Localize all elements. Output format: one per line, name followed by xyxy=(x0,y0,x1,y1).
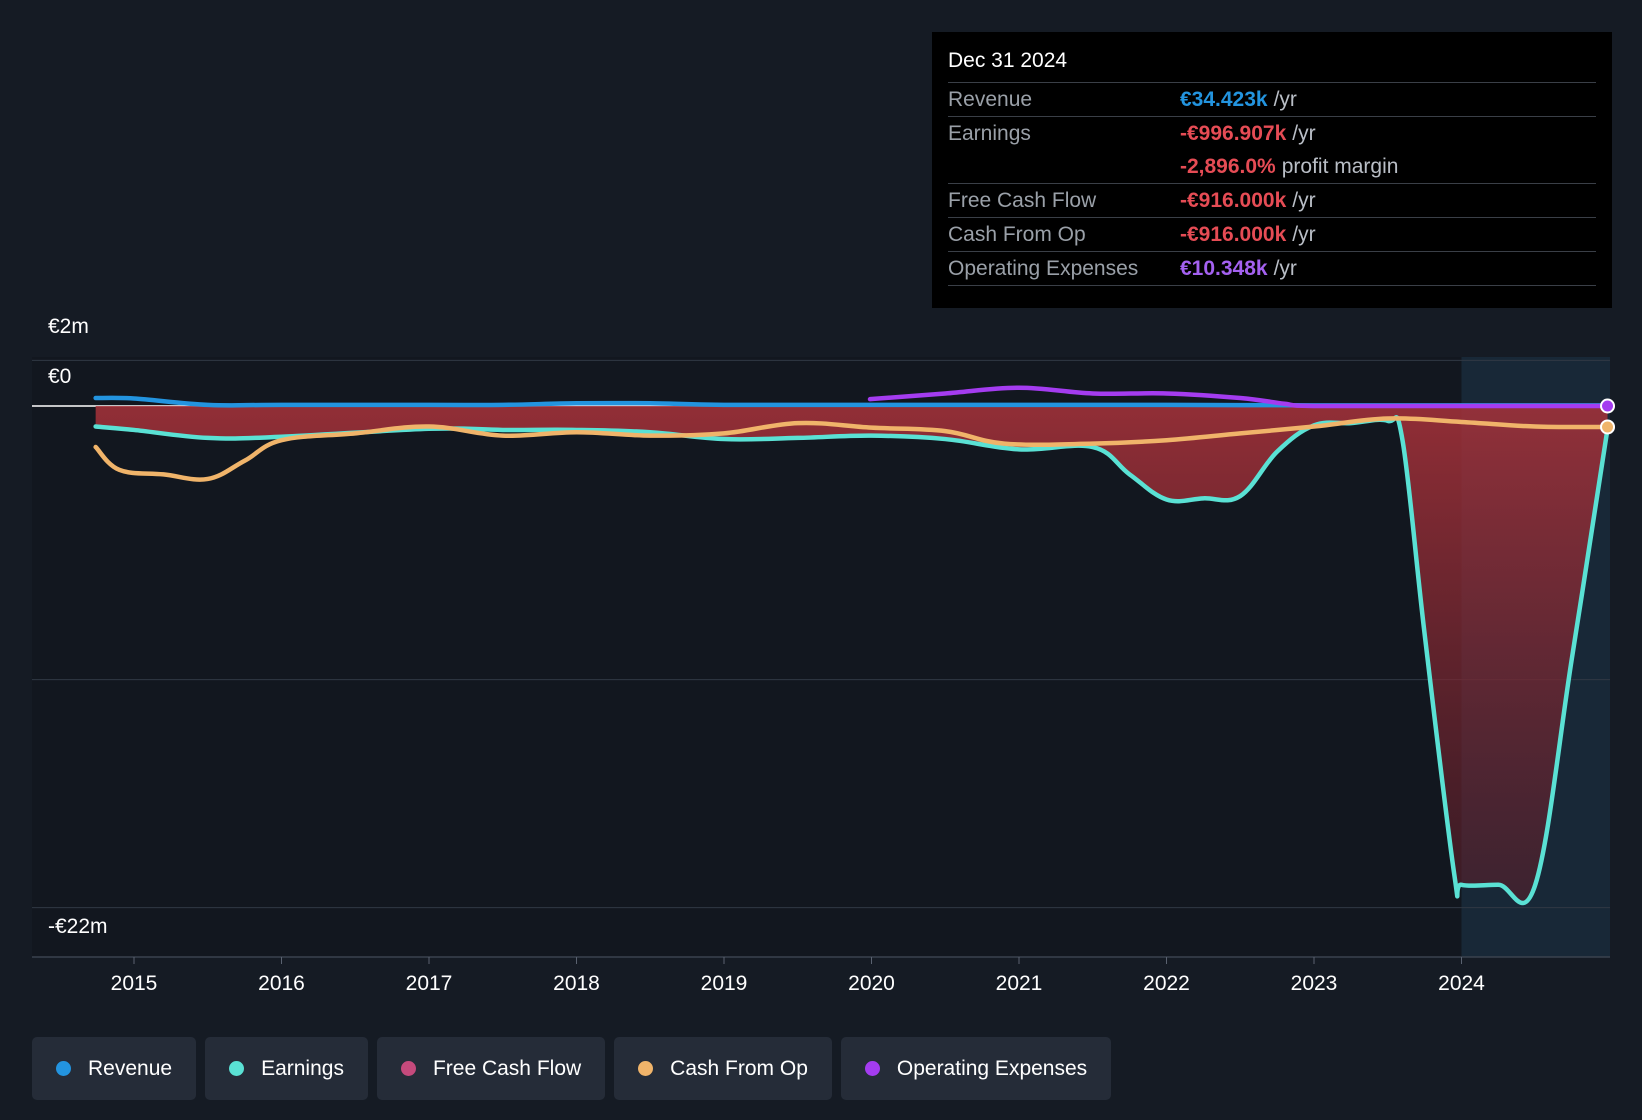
x-tick-label: 2016 xyxy=(258,972,305,995)
end-marker-operating-expenses xyxy=(1600,398,1616,414)
x-tick-label: 2024 xyxy=(1438,972,1485,995)
chart-legend: Revenue Earnings Free Cash Flow Cash Fro… xyxy=(32,1037,1112,1100)
tooltip-row-free-cash-flow: Free Cash Flow -€916.000k /yr xyxy=(948,184,1596,218)
x-tick-label: 2019 xyxy=(701,972,748,995)
tooltip-row-earnings: Earnings -€996.907k /yr xyxy=(948,117,1596,150)
tooltip-label xyxy=(948,150,1180,183)
tooltip-label: Earnings xyxy=(948,122,1031,145)
legend-dot-icon xyxy=(638,1061,654,1076)
series-line-cash-from-op xyxy=(93,416,1610,482)
tooltip-value: -€996.907k xyxy=(1180,122,1287,145)
tooltip-unit: profit margin xyxy=(1281,155,1399,178)
tooltip-unit: /yr xyxy=(1273,257,1297,280)
legend-label: Cash From Op xyxy=(670,1056,808,1080)
tooltip-row-operating-expenses: Operating Expenses €10.348k /yr xyxy=(948,252,1596,286)
legend-dot-icon xyxy=(229,1061,245,1076)
x-tick-label: 2023 xyxy=(1291,972,1338,995)
legend-dot-icon xyxy=(864,1061,880,1076)
x-tick-label: 2020 xyxy=(848,972,895,995)
x-tick-label: 2015 xyxy=(111,972,158,995)
x-tick-label: 2018 xyxy=(553,972,600,995)
tooltip-unit: /yr xyxy=(1292,189,1316,212)
tooltip-unit: /yr xyxy=(1292,122,1316,145)
series-line-earnings xyxy=(93,415,1610,906)
x-tick-label: 2021 xyxy=(996,972,1043,995)
legend-item-revenue[interactable]: Revenue xyxy=(32,1037,197,1100)
legend-label: Free Cash Flow xyxy=(432,1056,582,1080)
tooltip-date: Dec 31 2024 xyxy=(948,46,1596,83)
tooltip-label: Revenue xyxy=(948,88,1033,111)
y-tick-label: €2m xyxy=(48,315,89,338)
tooltip-value: -€916.000k xyxy=(1180,189,1287,212)
end-marker-cash-from-op xyxy=(1600,419,1616,435)
tooltip-label: Free Cash Flow xyxy=(948,189,1097,212)
tooltip-value: -2,896.0% xyxy=(1180,155,1276,178)
x-tick-label: 2017 xyxy=(406,972,453,995)
legend-dot-icon xyxy=(56,1061,71,1076)
tooltip-value: €10.348k xyxy=(1180,257,1268,280)
tooltip-row-cash-from-op: Cash From Op -€916.000k /yr xyxy=(948,218,1596,252)
legend-item-operating-expenses[interactable]: Operating Expenses xyxy=(840,1037,1112,1100)
legend-item-free-cash-flow[interactable]: Free Cash Flow xyxy=(376,1037,606,1100)
x-tick-label: 2022 xyxy=(1143,972,1190,995)
tooltip-unit: /yr xyxy=(1273,88,1297,111)
legend-item-earnings[interactable]: Earnings xyxy=(205,1037,368,1100)
tooltip-unit: /yr xyxy=(1292,223,1316,246)
legend-label: Revenue xyxy=(88,1056,173,1080)
legend-label: Operating Expenses xyxy=(896,1056,1088,1080)
tooltip-value: €34.423k xyxy=(1180,88,1268,111)
earnings-area xyxy=(95,406,1608,904)
tooltip-row-revenue: Revenue €34.423k /yr xyxy=(948,83,1596,117)
tooltip-label: Operating Expenses xyxy=(948,257,1139,280)
tooltip-panel: Dec 31 2024 Revenue €34.423k /yr Earning… xyxy=(932,32,1612,308)
legend-item-cash-from-op[interactable]: Cash From Op xyxy=(614,1037,832,1100)
tooltip-label: Cash From Op xyxy=(948,223,1086,246)
series-line-operating-expenses xyxy=(867,385,1610,409)
legend-label: Earnings xyxy=(261,1056,344,1080)
legend-dot-icon xyxy=(400,1061,416,1076)
plot-background xyxy=(32,357,1610,957)
y-tick-label: -€22m xyxy=(48,915,108,938)
financial-chart: €2m €0 -€22m 2015 2016 2017 2018 2019 2020 2021 2… xyxy=(32,315,1616,995)
tooltip-row-profit-margin: -2,896.0% profit margin xyxy=(948,150,1596,184)
y-tick-label: €0 xyxy=(48,365,71,388)
tooltip-value: -€916.000k xyxy=(1180,223,1287,246)
